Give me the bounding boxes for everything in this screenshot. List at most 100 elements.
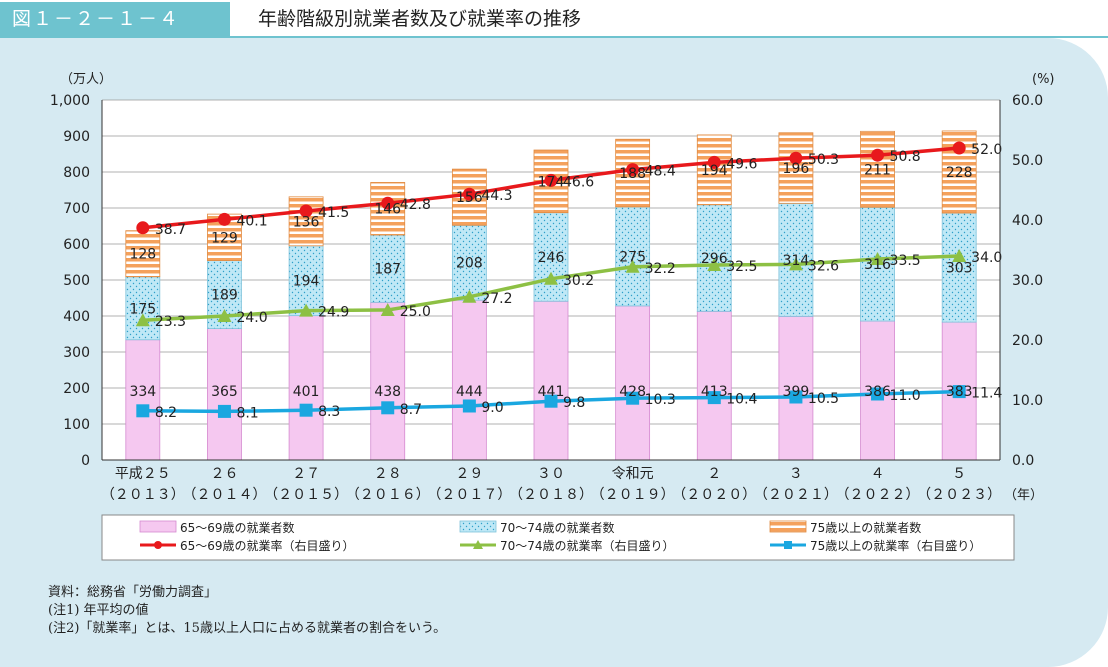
bar-value-label: 296 <box>701 251 728 267</box>
bar-segment <box>370 301 406 461</box>
bar-value-label: 136 <box>293 214 320 230</box>
bar-segment <box>696 134 732 206</box>
rate-point <box>544 271 558 285</box>
bar-segment <box>615 305 651 461</box>
x-tick-label-era: ２ <box>707 466 721 482</box>
rate-point <box>789 390 803 404</box>
bar-value-label: 386 <box>864 384 891 400</box>
legend-marker <box>473 540 483 549</box>
bar-value-label: 129 <box>211 230 238 246</box>
data-labels: 334 175 128 365 189 129 401 194 136 438 187 146 444 2… <box>129 142 1002 421</box>
bar-segment <box>533 212 569 302</box>
legend-label: 70～74歳の就業者数 <box>500 520 615 535</box>
bar-value-label: 128 <box>129 247 156 263</box>
bar-value-label: 228 <box>946 165 973 181</box>
y-axis-unit: （万人） <box>60 72 112 87</box>
rate-value-label: 32.6 <box>808 258 839 274</box>
rate-value-label: 11.0 <box>890 388 921 404</box>
legend-swatch <box>459 520 497 533</box>
bar-value-label: 187 <box>374 262 401 278</box>
bar-segment <box>778 315 814 461</box>
x-tick-label-year: （２０２０） <box>672 487 756 503</box>
bar-segment <box>451 299 487 461</box>
rate-point <box>952 141 966 155</box>
x-tick-label-era: ２８ <box>374 466 402 482</box>
rate-point <box>707 155 721 169</box>
legend-box <box>101 514 1015 561</box>
rate-point <box>217 212 231 226</box>
x-tick-label-year: （２０１９） <box>591 487 675 503</box>
rate-point <box>299 204 313 218</box>
bar-segment <box>288 315 324 461</box>
y-tick-label: 700 <box>63 201 90 217</box>
x-tick-label-year: （２０１７） <box>427 487 511 503</box>
bar-segment <box>860 130 895 208</box>
bar-value-label: 194 <box>701 163 728 179</box>
rate-point <box>707 391 721 405</box>
bar-value-label: 156 <box>456 190 483 206</box>
bar-segment <box>370 234 406 303</box>
rate-value-label: 8.3 <box>318 404 340 420</box>
rate-point <box>299 403 313 417</box>
y-tick-label: 300 <box>63 345 90 361</box>
rate-value-label: 9.0 <box>481 400 503 416</box>
rate-value-label: 8.7 <box>400 402 422 418</box>
legend-label: 65～69歳の就業率（右目盛り） <box>180 538 355 553</box>
legend-marker <box>154 541 162 549</box>
bar-value-label: 303 <box>946 261 973 277</box>
rate-value-label: 30.2 <box>563 273 594 289</box>
bar-segment <box>941 212 977 323</box>
legend-marker <box>784 541 792 549</box>
x-tick-label-era: ２７ <box>292 466 320 482</box>
rate-value-label: 10.5 <box>808 391 839 407</box>
rate-point <box>952 249 967 262</box>
x-tick-label-year: （２０１４） <box>182 487 266 503</box>
rate-point <box>135 313 150 327</box>
bar-segment <box>615 206 651 307</box>
rate-point <box>625 259 640 273</box>
y2-tick-label: 60.0 <box>1012 93 1043 109</box>
rate-value-label: 52.0 <box>971 142 1002 158</box>
rate-point <box>217 309 232 322</box>
rate-point <box>871 148 885 162</box>
rate-lines <box>135 141 967 418</box>
x-tick-label-era: 令和元 <box>612 466 654 482</box>
rate-value-label: 40.1 <box>236 213 267 229</box>
rate-point <box>381 401 395 415</box>
y-tick-label: 900 <box>63 129 90 145</box>
bar-value-label: 188 <box>619 166 646 182</box>
rate-point <box>789 151 803 165</box>
rate-value-label: 24.9 <box>318 305 349 321</box>
x-tick-label-era: ４ <box>871 466 885 482</box>
notes: 資料：総務省「労働力調査」 (注1) 年平均の値 (注2)「就業率」とは、15歳… <box>48 584 446 638</box>
y-tick-label: 400 <box>63 309 90 325</box>
figure-title: 年齢階級別就業者数及び就業率の推移 <box>258 8 582 30</box>
bars <box>125 130 977 461</box>
legend-swatch <box>769 520 807 533</box>
rate-point <box>871 387 885 401</box>
rate-value-label: 50.3 <box>808 152 839 168</box>
rate-value-label: 10.3 <box>645 392 676 408</box>
rate-value-label: 8.1 <box>236 405 258 421</box>
bar-value-label: 314 <box>783 253 810 269</box>
x-tick-label-era: ２６ <box>210 466 238 482</box>
rate-point <box>462 289 477 303</box>
rate-value-label: 9.8 <box>563 395 585 411</box>
y-tick-label: 500 <box>63 273 90 289</box>
header-bar: 図１－２－１－４ 年齢階級別就業者数及び就業率の推移 <box>0 0 1108 38</box>
x-tick-label-year: （２０１５） <box>264 487 348 503</box>
y2-tick-label: 0.0 <box>1012 453 1034 469</box>
rate-value-label: 34.0 <box>971 250 1002 266</box>
rate-value-label: 44.3 <box>481 188 512 204</box>
rate-point <box>707 258 722 271</box>
bar-value-label: 316 <box>864 257 891 273</box>
bar-value-label: 399 <box>783 384 810 400</box>
rate-value-label: 33.5 <box>890 253 921 269</box>
axes: 0 100 200 300 400 500 600 700 800 900 1,000 0.0 10.0… <box>50 72 1055 503</box>
rate-point <box>544 173 558 187</box>
rate-point <box>626 163 640 177</box>
note-1: (注1) 年平均の値 <box>48 603 149 618</box>
bar-value-label: 365 <box>211 384 238 400</box>
legend-label: 65～69歳の就業者数 <box>180 520 295 535</box>
x-tick-label-year: （２０１６） <box>346 487 430 503</box>
